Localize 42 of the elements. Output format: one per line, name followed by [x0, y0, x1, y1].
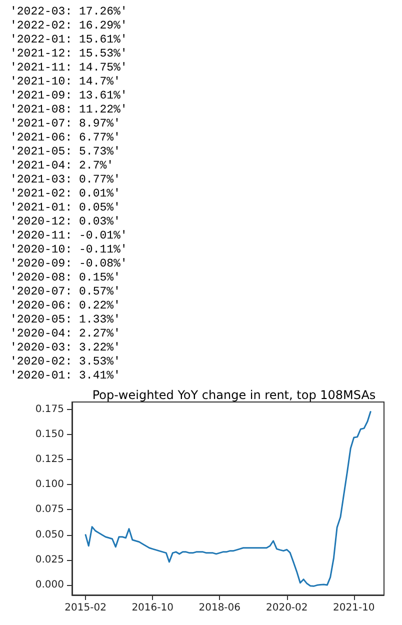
text: '2020-10: -0.11%': [10, 244, 128, 256]
text: '2021-12: 15.53%': [10, 48, 128, 60]
text: '2021-08: 11.22%': [10, 104, 128, 116]
text: '2020-09: -0.08%': [10, 258, 128, 270]
text: '2021-09: 13.61%': [10, 90, 128, 102]
text: '2021-03: 0.77%': [10, 174, 120, 186]
text: '2021-02: 0.01%': [10, 188, 120, 200]
text: '2021-04: 2.7%': [10, 160, 114, 172]
text: '2021-06: 6.77%': [10, 132, 120, 144]
x-tick-label: 2015-02: [64, 602, 106, 614]
text: '2022-01: 15.61%': [10, 34, 128, 46]
text: '2020-01: 3.41%': [10, 370, 120, 382]
chart-title: Pop-weighted YoY change in rent, top 108MSAs: [92, 388, 376, 402]
text: '2020-11: -0.01%': [10, 230, 128, 242]
text: '2022-03: 17.26%': [10, 6, 128, 18]
x-tick-label: 2016-10: [132, 602, 174, 614]
text: '2020-08: 0.15%': [10, 272, 120, 284]
x-tick-label: 2018-06: [198, 602, 241, 614]
text: '2020-07: 0.57%': [10, 286, 120, 298]
y-tick-label: 0.025: [35, 554, 64, 566]
y-tick-label: 0.000: [35, 580, 64, 591]
x-tick-label: 2020-02: [266, 602, 308, 614]
x-tick-label: 2021-10: [333, 602, 375, 614]
line-series: [84, 410, 372, 587]
text: '2020-06: 0.22%': [10, 300, 120, 312]
text: '2020-05: 1.33%': [10, 314, 120, 326]
y-tick-label: 0.075: [35, 504, 64, 516]
y-tick-label: 0.125: [35, 454, 64, 466]
text: '2020-12: 0.03%': [10, 216, 120, 228]
y-tick-label: 0.175: [35, 404, 64, 415]
text: '2021-01: 0.05%': [10, 202, 120, 214]
text: '2021-10: 14.7%': [10, 76, 120, 88]
text: '2020-04: 2.27%': [10, 328, 120, 340]
y-tick-label: 0.150: [35, 428, 64, 440]
text: '2020-02: 3.53%': [10, 356, 120, 368]
text: '2021-07: 8.97%': [10, 118, 120, 130]
y-tick-label: 0.100: [35, 479, 64, 490]
text: '2021-05: 5.73%': [10, 146, 120, 158]
text: '2020-03: 3.22%': [10, 342, 120, 354]
text: '2021-11: 14.75%': [10, 62, 128, 74]
y-tick-label: 0.050: [35, 529, 64, 540]
text: '2022-02: 16.29%': [10, 20, 128, 32]
